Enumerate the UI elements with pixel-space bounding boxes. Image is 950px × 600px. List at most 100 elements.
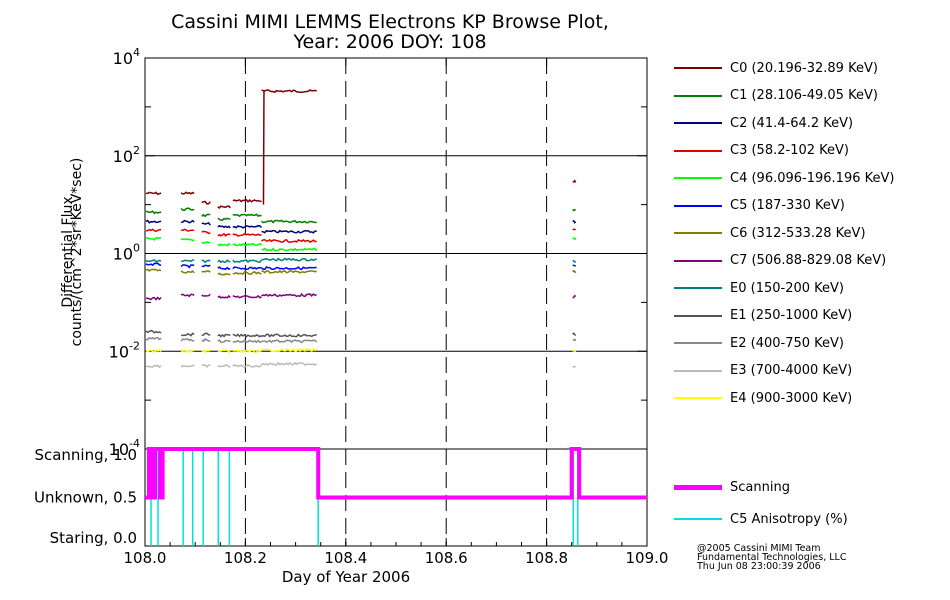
series-segment xyxy=(145,191,162,196)
series-segment xyxy=(145,329,162,334)
series-segment xyxy=(217,333,231,338)
series-C1 xyxy=(145,207,577,224)
series-segment xyxy=(572,179,577,183)
series-segment xyxy=(572,365,577,368)
series-segment xyxy=(232,294,262,299)
series-segment xyxy=(217,266,231,271)
series-segment xyxy=(232,259,263,264)
credit-line-2: Fundamental Technologies, LLC xyxy=(697,552,847,563)
series-E0 xyxy=(145,257,577,264)
series-segment xyxy=(145,236,162,241)
legend-label: E1 (250-1000 KeV) xyxy=(730,308,853,323)
series-segment xyxy=(261,238,317,243)
legend-swatch xyxy=(674,287,722,289)
series-segment xyxy=(232,339,262,344)
series-segment xyxy=(261,269,317,274)
series-segment xyxy=(261,266,317,271)
series-segment xyxy=(217,259,231,264)
series-segment xyxy=(217,243,231,247)
legend-item: C6 (312-533.28 KeV) xyxy=(674,223,866,243)
series-segment xyxy=(201,338,211,343)
series-E3 xyxy=(145,361,577,369)
series-segment xyxy=(217,364,231,368)
series-segment xyxy=(232,363,263,368)
series-segment xyxy=(180,238,195,242)
scanning-trace xyxy=(145,447,647,500)
series-segment xyxy=(217,217,231,221)
series-segment xyxy=(572,264,577,267)
series-segment xyxy=(201,259,211,264)
series-segment xyxy=(180,337,195,342)
series-segment xyxy=(145,349,162,353)
legend-swatch xyxy=(674,177,722,179)
x-tick-label: 109.0 xyxy=(626,549,669,567)
series-C0 xyxy=(145,89,577,210)
series-segment xyxy=(232,266,262,271)
legend-label: C1 (28.106-49.05 KeV) xyxy=(730,88,878,103)
series-segment xyxy=(572,237,577,241)
credit-line-1: @2005 Cassini MIMI Team xyxy=(697,543,821,554)
series-segment xyxy=(145,296,162,301)
legend-label: C5 (187-330 KeV) xyxy=(730,198,845,213)
series-segment xyxy=(201,264,211,268)
legend-label: C0 (20.196-32.89 KeV) xyxy=(730,60,878,76)
series-segment xyxy=(217,349,231,354)
series-segment xyxy=(232,271,262,276)
legend-swatch xyxy=(674,122,722,124)
series-segment xyxy=(232,232,262,237)
series-segment xyxy=(572,259,577,263)
series-E1 xyxy=(145,329,577,338)
legend-swatch xyxy=(674,149,722,152)
series-segment xyxy=(217,339,231,344)
series-C2 xyxy=(145,219,577,234)
series-segment xyxy=(232,198,262,203)
legend-item: C2 (41.4-64.2 KeV) xyxy=(674,113,853,133)
legend-item: E1 (250-1000 KeV) xyxy=(674,306,852,326)
flux-ylabel-line2: counts/(cm^2*sr*KeV*sec) xyxy=(69,157,85,347)
x-tick-label: 108.4 xyxy=(324,549,367,567)
legend-item: E4 (900-3000 KeV) xyxy=(674,388,852,408)
series-segment xyxy=(572,332,577,336)
legend-label: E2 (400-750 KeV) xyxy=(730,335,844,351)
series-segment xyxy=(261,229,317,234)
series-segment xyxy=(217,224,231,229)
series-segment xyxy=(572,294,577,299)
series-segment xyxy=(201,332,211,337)
series-segment xyxy=(201,270,211,273)
series-segment xyxy=(572,349,577,353)
series-segment xyxy=(145,219,162,224)
series-segment xyxy=(261,339,318,344)
legend-swatch xyxy=(674,518,722,520)
series-C4 xyxy=(145,236,577,252)
series-segment xyxy=(261,219,317,224)
series-C5 xyxy=(145,262,577,271)
c0-jump xyxy=(262,91,265,205)
series-segment xyxy=(201,293,211,297)
legend-item: C0 (20.196-32.89 KeV) xyxy=(674,58,878,78)
series-segment xyxy=(180,207,195,212)
legend-label: Scanning xyxy=(730,479,790,495)
legend-swatch xyxy=(674,342,722,344)
legend-swatch xyxy=(674,314,722,317)
series-segment xyxy=(261,257,317,262)
series-E2 xyxy=(145,336,577,344)
legend-label: C2 (41.4-64.2 KeV) xyxy=(730,115,854,131)
legend-item: E3 (700-4000 KeV) xyxy=(674,361,852,381)
series-segment xyxy=(201,221,211,226)
series-segment xyxy=(232,213,262,218)
x-tick-label: 108.0 xyxy=(124,549,167,567)
legend-item: Scanning xyxy=(674,477,790,497)
legend-swatch xyxy=(674,369,722,372)
series-segment xyxy=(181,332,195,337)
x-tick-label: 108.2 xyxy=(224,549,267,567)
legend-swatch xyxy=(674,484,722,490)
series-C6 xyxy=(145,268,577,276)
legend-label: C5 Anisotropy (%) xyxy=(730,511,848,527)
x-tick-label: 108.8 xyxy=(525,549,568,567)
y-tick-label: 102 xyxy=(113,144,140,166)
series-segment xyxy=(180,264,195,269)
legend-swatch xyxy=(674,259,722,262)
series-segment xyxy=(201,349,211,354)
legend-item: C1 (28.106-49.05 KeV) xyxy=(674,86,878,106)
legend-label: C7 (506.88-829.08 KeV) xyxy=(730,253,887,268)
